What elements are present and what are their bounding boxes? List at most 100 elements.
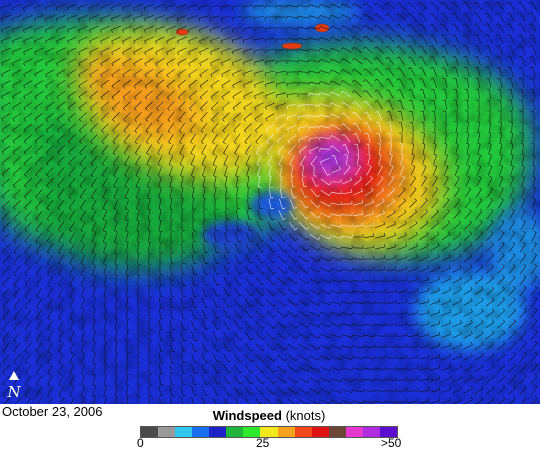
wind-barb: [407, 56, 416, 66]
wind-barb: [288, 266, 298, 274]
wind-barb: [497, 77, 503, 88]
wind-barb: [46, 210, 54, 222]
wind-barb: [91, 243, 97, 255]
wind-barb: [56, 47, 66, 56]
wind-barb: [520, 132, 524, 144]
wind-barb: [309, 234, 321, 240]
wind-barb: [56, 36, 66, 44]
wind-barb: [340, 90, 352, 98]
wind-barb: [419, 309, 430, 316]
wind-barb: [2, 365, 10, 375]
wind-barb: [309, 399, 321, 404]
wind-barb: [422, 154, 426, 165]
wind-barb: [477, 143, 481, 154]
wind-barb: [34, 69, 44, 78]
wind-barb: [331, 290, 342, 294]
wind-barb: [255, 299, 265, 307]
wind-barb: [57, 134, 65, 144]
wind-barb: [113, 177, 119, 189]
wind-barb: [364, 199, 374, 207]
wind-barb: [264, 59, 275, 65]
wind-barb: [385, 366, 397, 370]
wind-barb: [374, 46, 384, 54]
wind-barb: [374, 67, 384, 76]
wind-barb: [277, 266, 287, 274]
colorbar-swatch: [345, 427, 363, 437]
wind-barb: [474, 374, 484, 383]
wind-barb: [145, 133, 153, 145]
wind-barb: [309, 211, 321, 219]
wind-barb: [265, 123, 275, 133]
wind-barb: [191, 331, 198, 341]
wind-barb: [146, 155, 152, 167]
wind-barb: [485, 286, 495, 296]
wind-barb: [276, 310, 288, 318]
wind-barb: [2, 376, 10, 386]
wind-barb: [137, 319, 141, 331]
wind-barb: [201, 133, 207, 145]
wind-barb: [45, 4, 55, 11]
wind-barb: [125, 210, 129, 221]
wind-barb: [133, 58, 143, 67]
wind-barb: [509, 121, 513, 133]
wind-barb: [23, 25, 33, 33]
wind-barb: [148, 308, 153, 320]
wind-barb: [286, 60, 298, 64]
wind-barb: [441, 77, 448, 88]
wind-barb: [159, 319, 164, 331]
wind-barb: [519, 385, 527, 395]
wind-barb: [286, 93, 298, 98]
wind-barb: [236, 209, 241, 221]
wind-barb: [344, 154, 348, 166]
wind-barb: [102, 210, 108, 222]
wind-barb: [69, 353, 75, 365]
wind-barb: [463, 396, 473, 404]
wind-barb: [386, 110, 393, 121]
wind-barb: [340, 58, 352, 64]
wind-barb: [256, 243, 265, 253]
wind-barb: [46, 243, 54, 255]
wind-barb: [342, 345, 353, 349]
wind-barb: [320, 311, 332, 317]
wind-barb: [364, 210, 375, 217]
wind-barb: [23, 112, 33, 122]
wind-barb: [453, 99, 458, 111]
wind-barb: [386, 100, 394, 110]
wind-barb: [255, 276, 265, 286]
wind-barb: [441, 386, 452, 393]
wind-barb: [122, 36, 132, 45]
wind-barb: [353, 199, 364, 206]
wind-barb: [287, 321, 299, 329]
wind-barb: [137, 275, 141, 287]
wind-barb: [355, 154, 360, 165]
wind-barb: [2, 321, 10, 332]
wind-barb: [340, 3, 352, 9]
wind-barb: [159, 396, 161, 404]
wind-barb: [485, 341, 495, 351]
wind-barb: [264, 81, 275, 88]
wind-barb: [506, 23, 515, 33]
wind-barb: [201, 331, 209, 341]
wind-barb: [36, 342, 42, 354]
wind-barb: [378, 154, 382, 165]
wind-barb: [89, 79, 99, 89]
wind-barb: [191, 287, 198, 298]
wind-barb: [311, 177, 320, 187]
wind-barb: [509, 219, 515, 231]
wind-barb: [159, 275, 164, 287]
wind-barb: [133, 90, 142, 100]
wind-barb: [24, 167, 32, 177]
wind-barb: [340, 36, 352, 42]
wind-barb: [277, 288, 287, 296]
wind-barb: [199, 47, 209, 55]
wind-barb: [465, 132, 470, 143]
wind-barb: [210, 58, 220, 67]
wind-barb: [363, 300, 375, 304]
wind-barb: [202, 276, 209, 286]
wind-barb: [387, 132, 392, 144]
wind-barb: [157, 155, 163, 167]
wind-barb: [496, 374, 506, 384]
wind-barb: [441, 309, 451, 317]
wind-barb: [430, 342, 441, 349]
wind-barb: [286, 49, 298, 53]
